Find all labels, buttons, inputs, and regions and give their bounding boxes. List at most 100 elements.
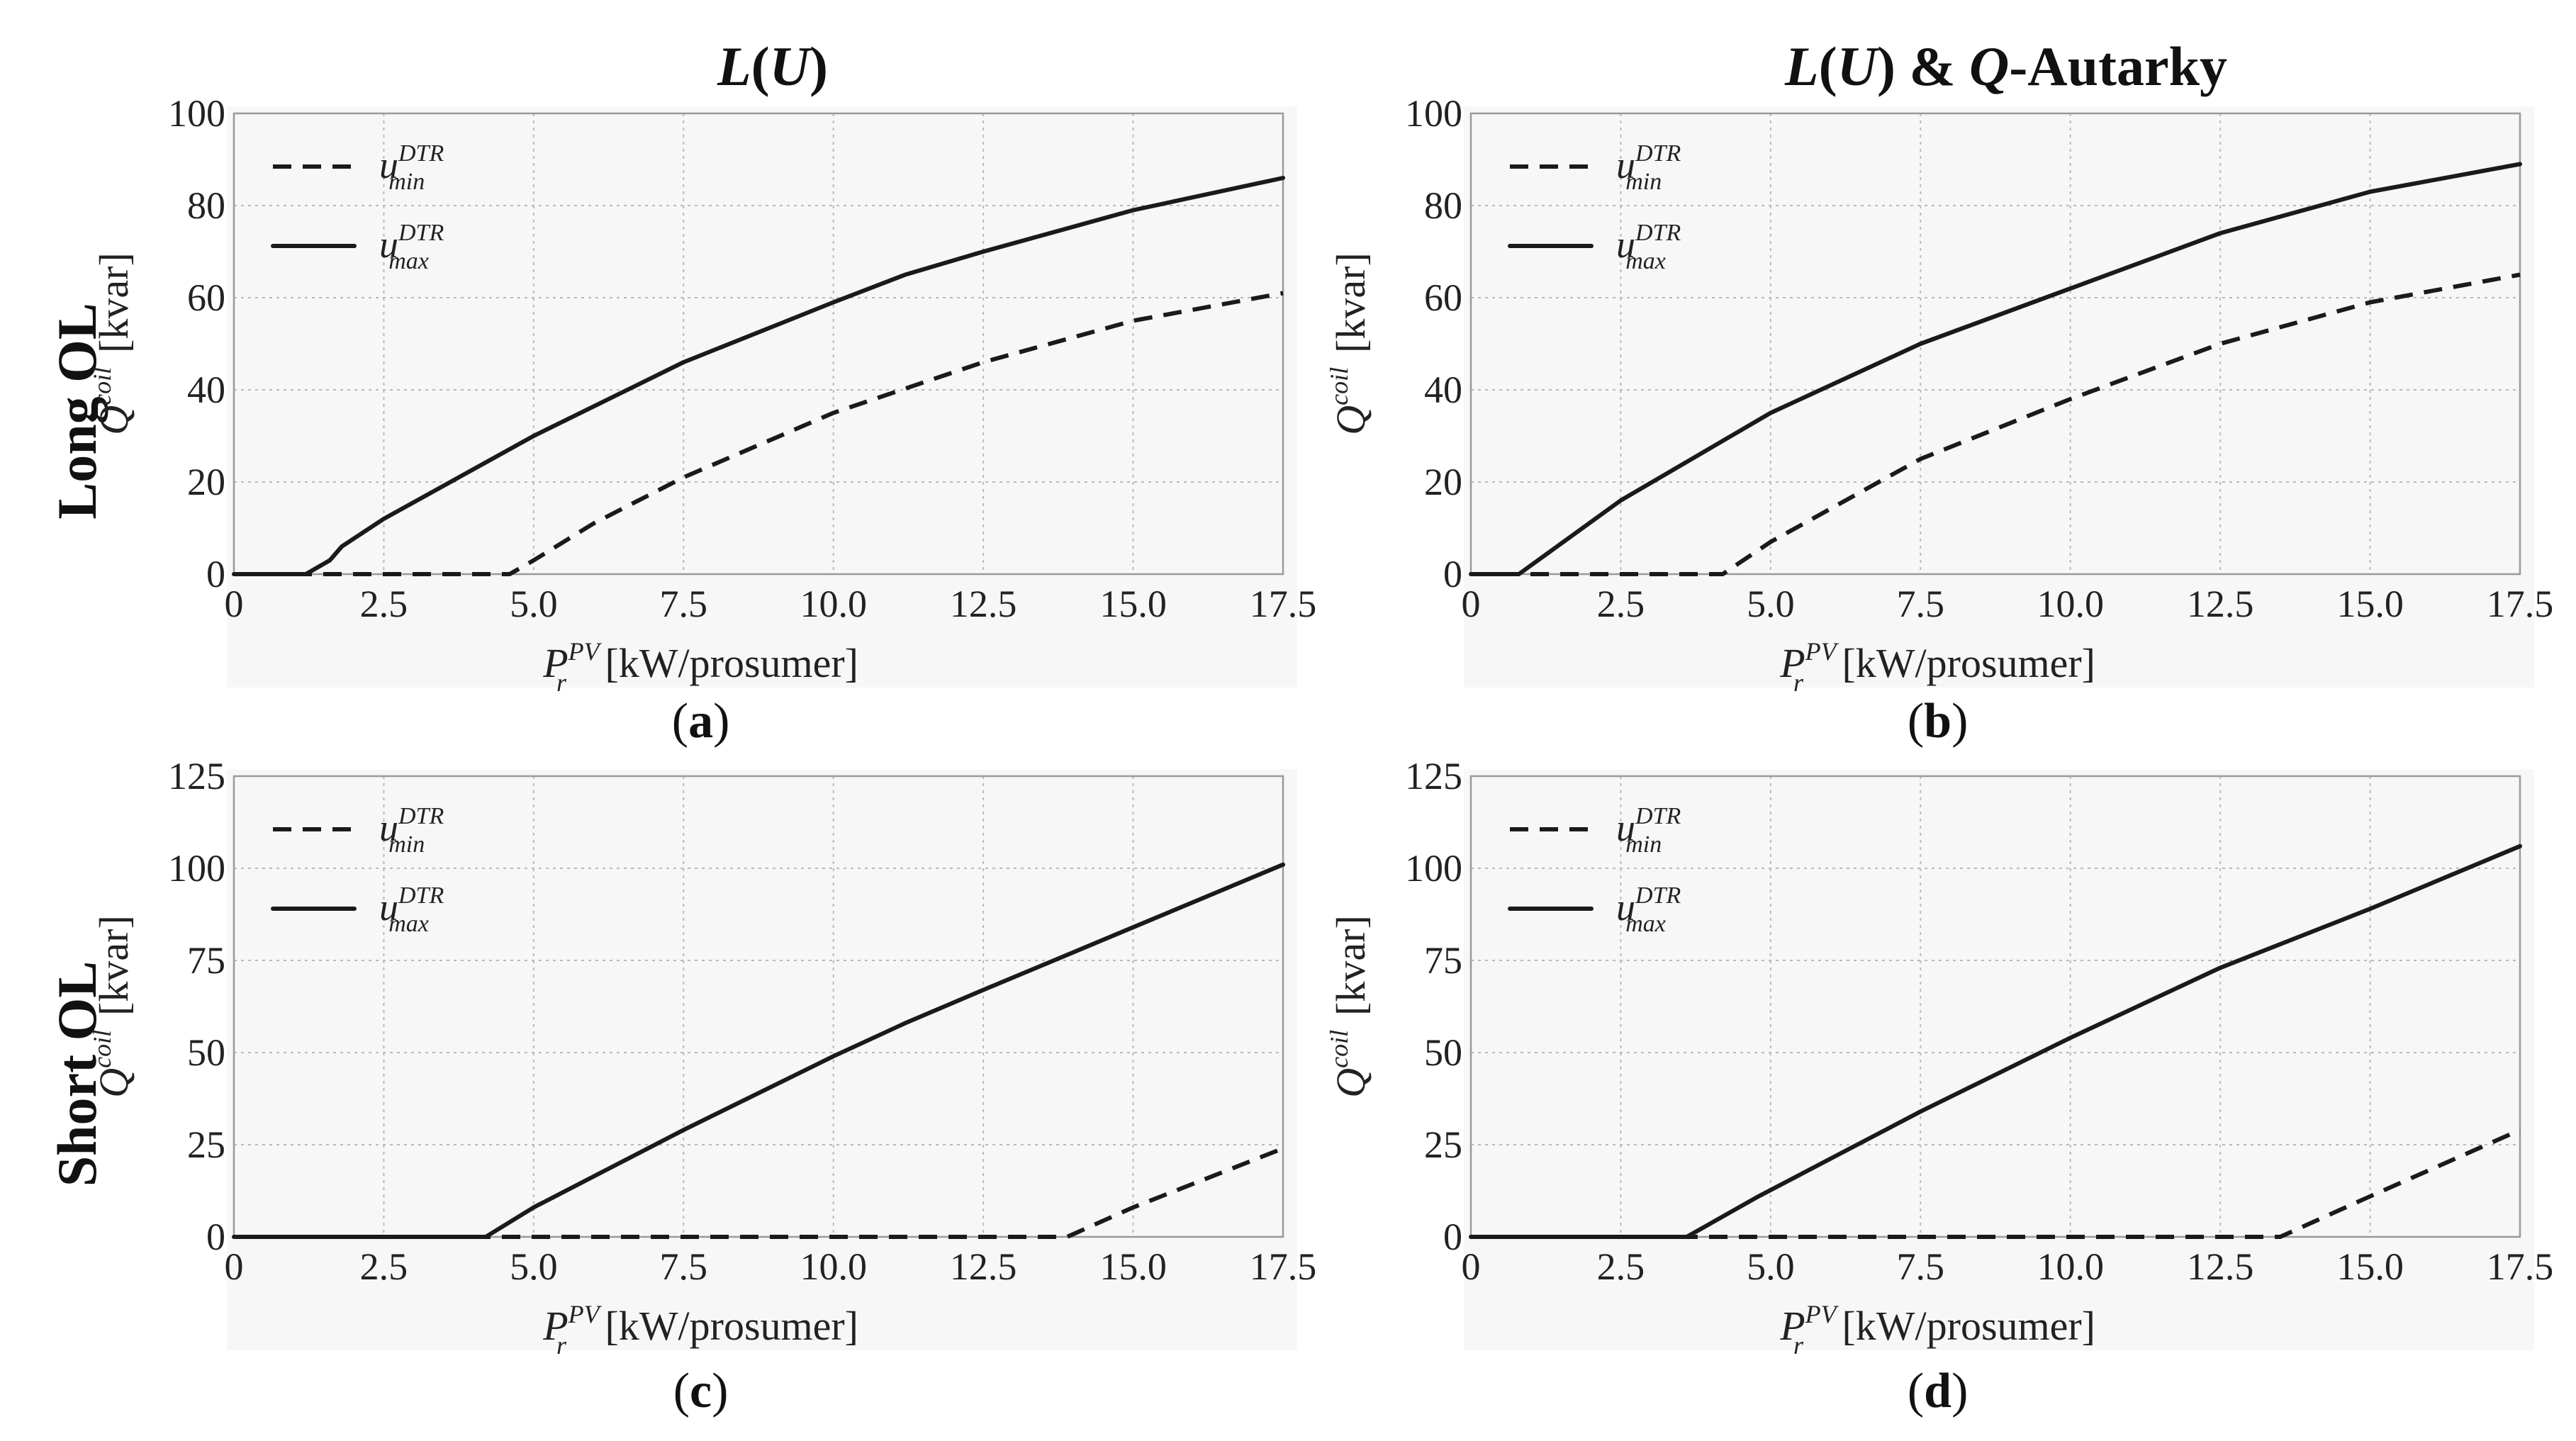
x-axis-label: PPV r [kW/prosumer] — [1779, 1300, 2095, 1359]
y-tick-label: 125 — [1405, 755, 1462, 797]
y-tick-label: 50 — [187, 1031, 225, 1074]
y-axis-label: Qcoil[kvar] — [1325, 252, 1374, 435]
x-tick-label: 15.0 — [1099, 583, 1167, 625]
legend-label-max: uDTR max — [379, 882, 444, 937]
x-tick-label: 2.5 — [1597, 583, 1645, 625]
panel-background — [1464, 769, 2534, 1350]
y-tick-label: 40 — [187, 369, 225, 411]
x-axis-label: PPV r [kW/prosumer] — [542, 637, 858, 697]
y-tick-label: 0 — [1443, 553, 1462, 595]
x-tick-label: 0 — [225, 1245, 244, 1288]
x-tick-label: 5.0 — [1747, 1245, 1795, 1288]
y-tick-label: 100 — [1405, 92, 1462, 135]
y-tick-label: 75 — [187, 939, 225, 982]
x-tick-label: 0 — [1462, 1245, 1481, 1288]
row-title-long-ol: Long OL — [46, 303, 108, 520]
panel-background — [227, 769, 1297, 1350]
x-axis-label: PPV r [kW/prosumer] — [542, 1300, 858, 1359]
x-tick-label: 10.0 — [2037, 1245, 2104, 1288]
series-line-min — [1471, 272, 2521, 576]
row-title-short-ol: Short OL — [46, 961, 108, 1187]
y-axis-label: Qcoil[kvar] — [1325, 915, 1374, 1098]
chart-panel-c: 0 2.5 5.0 7.5 10.0 12.5 15.0 17.5 0 25 50 75 100 125 P… — [88, 755, 1316, 1418]
y-tick-label: 100 — [1405, 847, 1462, 890]
x-tick-label: 5.0 — [510, 583, 558, 625]
series-line-min — [1471, 1128, 2521, 1239]
x-tick-label: 2.5 — [1597, 1245, 1645, 1288]
legend-label-min: uDTR min — [1616, 803, 1681, 858]
panel-label-b: (b) — [1908, 694, 1969, 748]
panel-background — [1464, 106, 2534, 688]
x-tick-label: 7.5 — [1897, 583, 1945, 625]
x-tick-label: 5.0 — [510, 1245, 558, 1288]
series-line-max — [1469, 162, 2522, 576]
plot-frame — [233, 112, 1284, 576]
y-tick-label: 75 — [1424, 939, 1462, 982]
chart-panel-a: 0 2.5 5.0 7.5 10.0 12.5 15.0 17.5 0 20 40 60 80 100 PP… — [88, 92, 1316, 748]
x-tick-label: 10.0 — [800, 1245, 867, 1288]
legend-label-min: uDTR min — [379, 140, 444, 195]
legend-label-min: uDTR min — [379, 803, 444, 858]
x-tick-label: 5.0 — [1747, 583, 1795, 625]
column-title-left: L(U) — [717, 35, 828, 97]
y-tick-label: 20 — [1424, 461, 1462, 503]
panel-background — [227, 106, 1297, 688]
series-line-min — [234, 1146, 1284, 1239]
y-tick-label: 40 — [1424, 369, 1462, 411]
legend-label-max: uDTR max — [1616, 882, 1681, 937]
y-tick-label: 80 — [1424, 184, 1462, 227]
x-tick-label: 15.0 — [1099, 1245, 1167, 1288]
x-tick-label: 17.5 — [1250, 1245, 1317, 1288]
x-tick-label: 15.0 — [2336, 1245, 2404, 1288]
y-tick-label: 80 — [187, 184, 225, 227]
x-tick-label: 15.0 — [2336, 583, 2404, 625]
y-tick-label: 60 — [1424, 276, 1462, 319]
series-line-min — [234, 291, 1284, 576]
panel-label-c: (c) — [673, 1364, 729, 1418]
y-tick-label: 20 — [187, 461, 225, 503]
y-tick-label: 0 — [206, 553, 225, 595]
chart-panel-b: 0 2.5 5.0 7.5 10.0 12.5 15.0 17.5 0 20 40 60 80 100 PP… — [1325, 92, 2553, 748]
y-tick-label: 0 — [206, 1216, 225, 1258]
x-axis-label: PPV r [kW/prosumer] — [1779, 637, 2095, 697]
y-axis-label: Qcoil[kvar] — [88, 915, 137, 1098]
y-tick-label: 0 — [1443, 1216, 1462, 1258]
legend-label-max: uDTR max — [1616, 220, 1681, 274]
series-line-max — [232, 862, 1285, 1239]
x-tick-label: 10.0 — [800, 583, 867, 625]
y-tick-label: 100 — [168, 92, 225, 135]
x-tick-label: 10.0 — [2037, 583, 2104, 625]
series-line-max — [232, 176, 1285, 576]
plot-frame — [1469, 112, 2521, 576]
x-tick-label: 12.5 — [950, 1245, 1017, 1288]
x-tick-label: 17.5 — [1250, 583, 1317, 625]
y-tick-label: 25 — [187, 1123, 225, 1166]
panel-label-d: (d) — [1908, 1364, 1969, 1418]
x-tick-label: 2.5 — [360, 1245, 408, 1288]
series-line-max — [1469, 843, 2522, 1239]
y-tick-label: 100 — [168, 847, 225, 890]
y-tick-label: 25 — [1424, 1123, 1462, 1166]
x-tick-label: 7.5 — [660, 583, 708, 625]
legend-label-min: uDTR min — [1616, 140, 1681, 195]
x-tick-label: 2.5 — [360, 583, 408, 625]
panels: 0 2.5 5.0 7.5 10.0 12.5 15.0 17.5 0 20 40 60 80 100 PP… — [88, 92, 2553, 1418]
x-tick-label: 7.5 — [1897, 1245, 1945, 1288]
y-tick-label: 50 — [1424, 1031, 1462, 1074]
chart-panel-d: 0 2.5 5.0 7.5 10.0 12.5 15.0 17.5 0 25 50 75 100 125 P… — [1325, 755, 2553, 1418]
y-axis-label: Qcoil[kvar] — [88, 252, 137, 435]
x-tick-label: 0 — [1462, 583, 1481, 625]
column-title-right: L(U) & Q-Autarky — [1784, 35, 2227, 97]
y-tick-label: 125 — [168, 755, 225, 797]
x-tick-label: 12.5 — [2187, 583, 2254, 625]
x-tick-label: 0 — [225, 583, 244, 625]
x-tick-label: 17.5 — [2487, 1245, 2554, 1288]
x-tick-label: 12.5 — [950, 583, 1017, 625]
legend-label-max: uDTR max — [379, 220, 444, 274]
panel-label-a: (a) — [672, 694, 730, 748]
x-tick-label: 7.5 — [660, 1245, 708, 1288]
x-tick-label: 12.5 — [2187, 1245, 2254, 1288]
x-tick-label: 17.5 — [2487, 583, 2554, 625]
y-tick-label: 60 — [187, 276, 225, 319]
